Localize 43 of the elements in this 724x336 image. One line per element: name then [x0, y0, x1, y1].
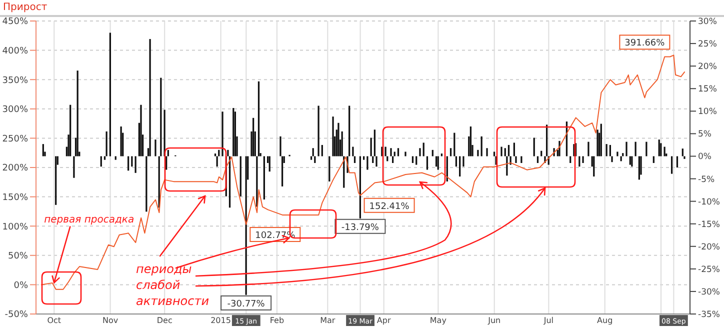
data-label: -30.77%	[227, 299, 266, 310]
y-tick-label: 200%	[2, 164, 28, 174]
y-tick-label: 400%	[2, 46, 28, 56]
x-tick-label: Apr	[376, 316, 392, 325]
y2-tick-label: 10%	[698, 107, 717, 118]
annotation: периоды слабой активности	[136, 262, 210, 308]
y2-tick-label: -25%	[698, 264, 720, 275]
x-tick-label: Aug	[597, 316, 613, 325]
y2-tick-label: 25%	[698, 40, 717, 50]
chart-title: Прирост	[3, 2, 48, 13]
y2-tick-label: -5%	[698, 174, 715, 185]
x-tick-label: Feb	[270, 316, 284, 325]
x-tick-label: Mar	[320, 316, 336, 325]
y-tick-label: 350%	[2, 76, 28, 86]
y-tick-label: 250%	[2, 134, 28, 144]
x-tick-label: Dec	[156, 316, 172, 325]
x-tick-label: Nov	[102, 316, 118, 325]
y2-tick-label: -10%	[698, 197, 720, 208]
x-tick-label: May	[430, 316, 447, 325]
annotation: первая просадка	[44, 214, 134, 226]
y2-tick-label: -35%	[698, 310, 720, 320]
y-tick-label: -50%	[4, 310, 28, 320]
y-tick-label: 100%	[2, 222, 28, 232]
y2-tick-label: 30%	[698, 17, 717, 28]
y2-tick-label: 5%	[698, 130, 712, 140]
data-label: 152.41%	[369, 202, 410, 212]
y2-tick-label: -20%	[698, 242, 720, 252]
y2-tick-label: 15%	[698, 84, 717, 95]
y2-tick-label: -15%	[698, 220, 720, 230]
data-label: -13.79%	[341, 222, 380, 233]
y-tick-label: 50%	[8, 252, 28, 262]
y2-tick-label: 0%	[698, 152, 712, 162]
y-tick-label: 300%	[2, 105, 28, 116]
y-tick-label: 0%	[14, 280, 28, 291]
x-tick-label: 2015	[210, 316, 231, 325]
x-tick-label: Oct	[47, 316, 62, 325]
y-tick-label: 450%	[2, 17, 28, 28]
y2-tick-label: 20%	[698, 62, 717, 72]
x-tick-label: Jun	[487, 316, 501, 325]
y2-tick-label: -30%	[698, 287, 720, 298]
data-label: 391.66%	[624, 38, 666, 49]
x-tick-label: Jul	[542, 316, 554, 325]
y-tick-label: 150%	[2, 192, 28, 203]
